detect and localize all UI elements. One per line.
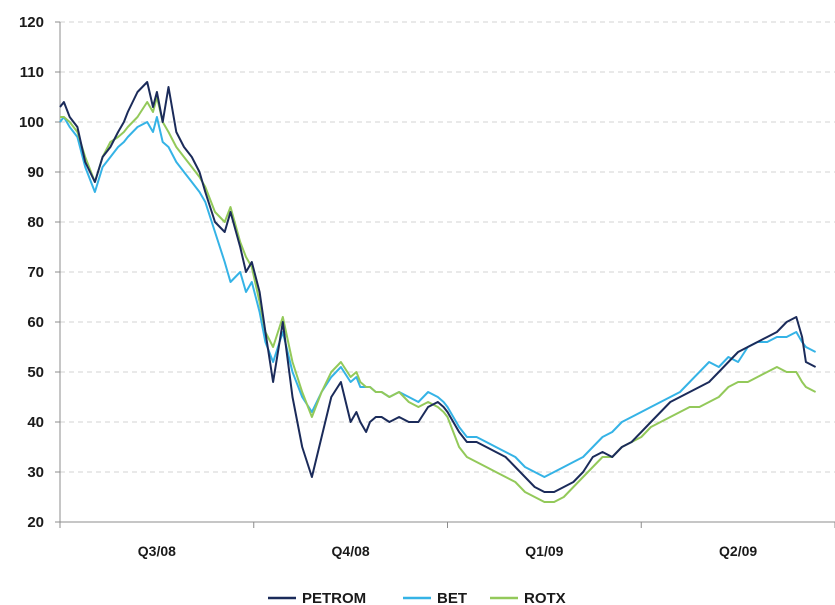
y-tick-label: 30 bbox=[27, 464, 44, 481]
legend-label-petrom: PETROM bbox=[302, 590, 366, 605]
y-tick-label: 90 bbox=[27, 164, 44, 181]
series-lines bbox=[59, 81, 817, 503]
x-category-label-q4-08: Q4/08 bbox=[332, 543, 370, 559]
y-tick-label: 100 bbox=[19, 114, 44, 131]
legend: PETROM BET ROTX bbox=[268, 590, 566, 605]
y-tick-label: 40 bbox=[27, 414, 44, 431]
y-tick-label: 70 bbox=[27, 264, 44, 281]
axes bbox=[55, 21, 835, 528]
y-tick-label: 80 bbox=[27, 214, 44, 231]
y-tick-label: 50 bbox=[27, 364, 44, 381]
legend-label-rotx: ROTX bbox=[524, 590, 566, 605]
x-category-label-q3-08: Q3/08 bbox=[138, 543, 176, 559]
y-tick-label: 20 bbox=[27, 514, 44, 531]
y-tick-label: 120 bbox=[19, 14, 44, 31]
series-line-petrom bbox=[59, 81, 817, 493]
x-category-label-q2-09: Q2/09 bbox=[719, 543, 757, 559]
grid-lines bbox=[60, 21, 835, 473]
legend-label-bet: BET bbox=[437, 590, 467, 605]
y-tick-label: 110 bbox=[20, 64, 44, 81]
x-axis-category-labels: Q3/08 Q4/08 Q1/09 Q2/09 bbox=[138, 543, 758, 559]
series-line-bet bbox=[59, 116, 817, 478]
x-category-label-q1-09: Q1/09 bbox=[525, 543, 563, 559]
y-axis-tick-labels: 20 30 40 50 60 70 80 90 100 110 120 bbox=[19, 14, 44, 531]
series-line-rotx bbox=[60, 96, 817, 503]
y-tick-label: 60 bbox=[27, 314, 44, 331]
